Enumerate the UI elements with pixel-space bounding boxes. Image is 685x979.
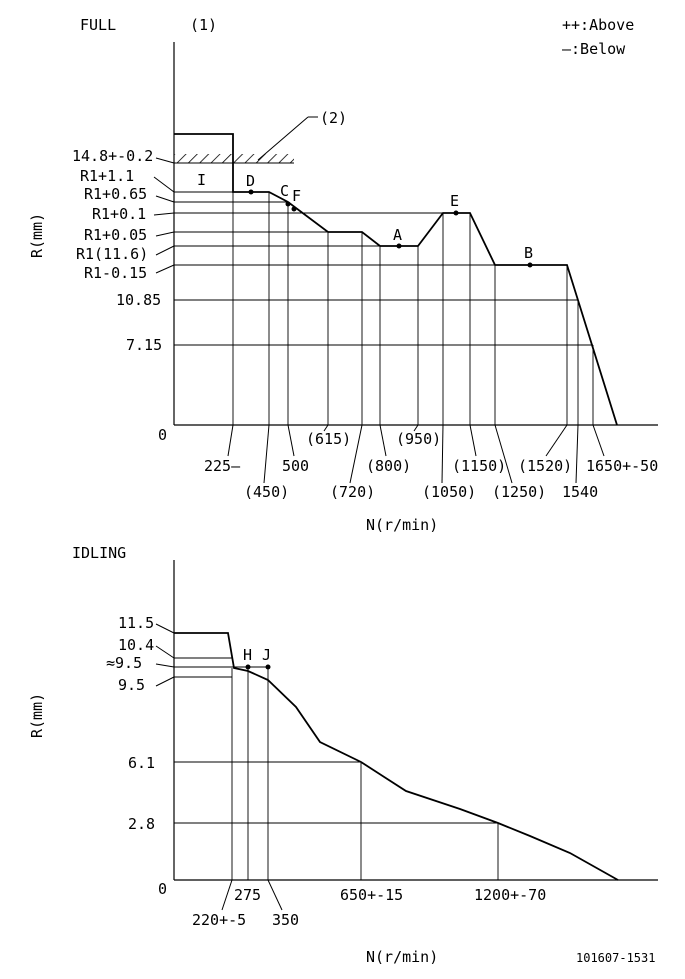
point-b-label: B	[524, 244, 533, 262]
full-xleader-6	[413, 424, 419, 432]
full-title: FULL	[80, 16, 116, 34]
full-ytick-9: 0	[158, 426, 167, 444]
idling-curve	[174, 632, 619, 881]
full-xleader-2	[287, 424, 295, 457]
drawing-code: 101607-1531	[576, 951, 655, 965]
idling-ylabel: R(mm)	[28, 693, 46, 738]
full-xtick-0: 225—	[204, 457, 241, 475]
point-e-dot	[453, 210, 459, 216]
full-xleader-7	[441, 424, 444, 484]
full-xtick-2: 500	[282, 457, 309, 475]
full-xleader-10	[545, 424, 568, 457]
full-ytick-2: R1+0.65	[84, 185, 147, 203]
point-a-label: A	[393, 226, 402, 244]
point-h-label: H	[243, 646, 252, 664]
full-yleader-5	[155, 245, 175, 256]
full-ytick-0: 14.8+-0.2	[72, 147, 153, 165]
legend-below: —:Below	[562, 40, 626, 58]
full-ytick-4: R1+0.05	[84, 226, 147, 244]
idling-chart: IDLING H J 11.5 10.4 ≈9.5 9.5 6.1 2.8 0	[28, 544, 658, 966]
full-xtick-10: (1520)	[518, 457, 572, 475]
idle-xtick-2: 350	[272, 911, 299, 929]
idle-ytick-4: 6.1	[128, 754, 155, 772]
marker-2: (2)	[320, 109, 347, 127]
full-xleader-4	[349, 424, 363, 484]
full-xtick-12: 1650+-50	[586, 457, 658, 475]
idle-xtick-3: 650+-15	[340, 886, 403, 904]
idle-xtick-1: 275	[234, 886, 261, 904]
point-d-label: D	[246, 172, 255, 190]
idle-ytick-1: 10.4	[118, 636, 154, 654]
full-yleader-3	[153, 212, 175, 216]
full-xleader-3	[323, 424, 329, 432]
full-xtick-1: (450)	[244, 483, 289, 501]
full-ytick-5: R1(11.6)	[76, 245, 148, 263]
full-ytick-3: R1+0.1	[92, 205, 146, 223]
full-xleader-9	[494, 424, 513, 484]
leader-2	[257, 116, 309, 161]
full-xleader-1	[263, 424, 270, 484]
point-d-dot	[248, 189, 254, 195]
point-f-dot	[291, 206, 297, 212]
full-yleader-0	[155, 157, 175, 164]
point-c-dot	[285, 201, 291, 207]
full-curve	[174, 133, 618, 426]
full-xtick-6: (950)	[396, 430, 441, 448]
point-h-dot	[245, 664, 251, 670]
full-ytick-8: 7.15	[126, 336, 162, 354]
point-j-dot	[265, 664, 271, 670]
full-xtick-7: (1050)	[422, 483, 476, 501]
point-e-label: E	[450, 192, 459, 210]
full-ytick-1: R1+1.1	[80, 167, 134, 185]
full-yleader-4	[155, 231, 175, 237]
idle-ytick-2: ≈9.5	[106, 654, 142, 672]
full-yleader-1	[153, 176, 175, 193]
idle-ytick-5: 2.8	[128, 815, 155, 833]
full-xtick-8: (1150)	[452, 457, 506, 475]
idle-xtick-0: 220+-5	[192, 911, 246, 929]
idle-xleader-2	[267, 879, 283, 911]
full-ytick-6: R1-0.15	[84, 264, 147, 282]
full-xtick-5: (800)	[366, 457, 411, 475]
idle-yleader-1	[155, 645, 175, 659]
full-ytick-7: 10.85	[116, 291, 161, 309]
point-i-label: I	[197, 171, 206, 189]
legend-above: ++:Above	[562, 16, 634, 34]
full-yleader-2	[155, 195, 175, 203]
full-ylabel: R(mm)	[28, 213, 46, 258]
idle-yleader-0	[155, 623, 175, 634]
stopper-hatch	[174, 154, 294, 163]
point-b-dot	[527, 262, 533, 268]
idling-xlabel: N(r/min)	[366, 948, 438, 966]
idle-xtick-4: 1200+-70	[474, 886, 546, 904]
idle-yleader-2	[155, 663, 175, 668]
full-chart: (2) I D C F E A B 14.8+-0.2 R1+1.1 R1+0.…	[28, 42, 658, 534]
idle-xleader-0	[221, 879, 233, 911]
full-yleader-6	[155, 264, 175, 274]
idle-ytick-6: 0	[158, 880, 167, 898]
full-xleader-11	[575, 424, 579, 484]
marker-1: (1)	[190, 16, 217, 34]
idle-yleader-3	[155, 676, 175, 687]
idle-ytick-0: 11.5	[118, 614, 154, 632]
full-xtick-9: (1250)	[492, 483, 546, 501]
point-c-label: C	[280, 182, 289, 200]
full-xtick-11: 1540	[562, 483, 598, 501]
point-f-label: F	[292, 187, 301, 205]
idling-title: IDLING	[72, 544, 126, 562]
point-j-label: J	[262, 646, 271, 664]
full-xleader-12	[592, 424, 605, 457]
full-xleader-8	[469, 424, 477, 457]
full-xlabel: N(r/min)	[366, 516, 438, 534]
full-xtick-4: (720)	[330, 483, 375, 501]
full-xtick-3: (615)	[306, 430, 351, 448]
point-a-dot	[396, 243, 402, 249]
full-xleader-5	[379, 424, 387, 457]
full-xleader-0	[227, 424, 234, 457]
idle-ytick-3: 9.5	[118, 676, 145, 694]
